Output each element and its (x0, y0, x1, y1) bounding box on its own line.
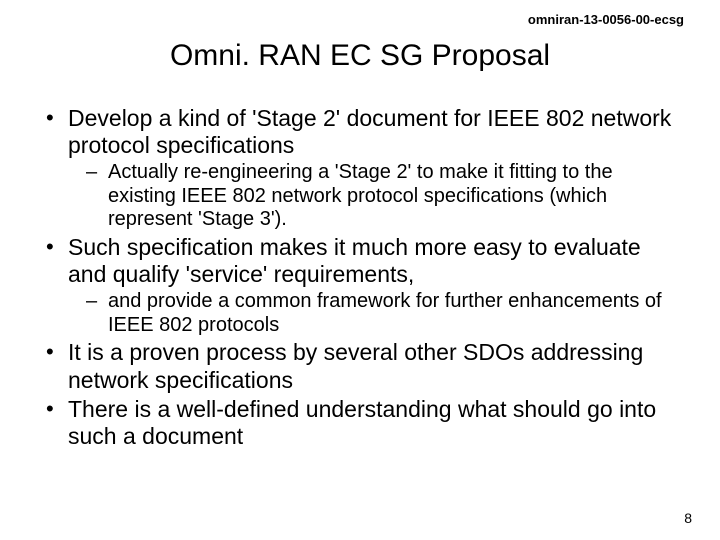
document-id: omniran-13-0056-00-ecsg (528, 12, 684, 27)
slide-content: Develop a kind of 'Stage 2' document for… (28, 105, 692, 450)
sub-list: and provide a common framework for furth… (68, 290, 684, 337)
bullet-text: It is a proven process by several other … (68, 339, 643, 392)
sub-bullet-text: Actually re-engineering a 'Stage 2' to m… (108, 161, 613, 230)
bullet-text: Develop a kind of 'Stage 2' document for… (68, 105, 671, 158)
bullet-text: There is a well-defined understanding wh… (68, 396, 656, 449)
list-item: There is a well-defined understanding wh… (40, 396, 684, 450)
bullet-text: Such specification makes it much more ea… (68, 234, 641, 287)
list-item: Such specification makes it much more ea… (40, 234, 684, 337)
bullet-list: Develop a kind of 'Stage 2' document for… (40, 105, 684, 450)
page-number: 8 (684, 510, 692, 526)
sub-list-item: and provide a common framework for furth… (68, 290, 684, 337)
sub-list-item: Actually re-engineering a 'Stage 2' to m… (68, 161, 684, 232)
sub-list: Actually re-engineering a 'Stage 2' to m… (68, 161, 684, 232)
sub-bullet-text: and provide a common framework for furth… (108, 290, 662, 336)
slide-title: Omni. RAN EC SG Proposal (28, 39, 692, 73)
list-item: Develop a kind of 'Stage 2' document for… (40, 105, 684, 232)
list-item: It is a proven process by several other … (40, 339, 684, 393)
document-header: omniran-13-0056-00-ecsg (28, 12, 692, 31)
